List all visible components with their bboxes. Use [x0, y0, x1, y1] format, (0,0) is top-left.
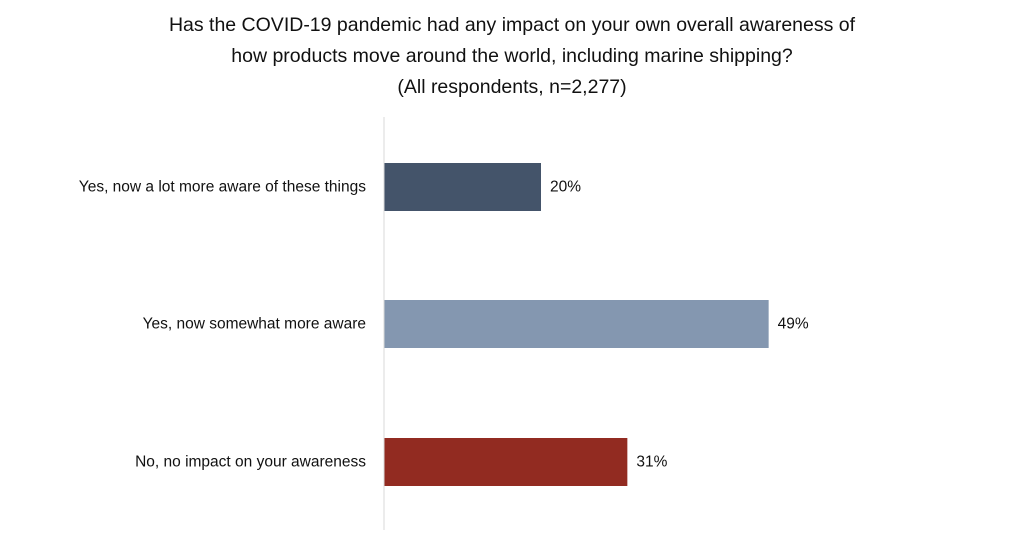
data-label: 31%: [636, 454, 667, 471]
category-label: No, no impact on your awareness: [135, 454, 366, 471]
bar: [384, 438, 628, 486]
chart-title-line-1: Has the COVID-19 pandemic had any impact…: [168, 14, 856, 36]
category-label: Yes, now somewhat more aware: [143, 316, 366, 333]
chart-title-line-3: (All respondents, n=2,277): [397, 76, 627, 98]
chart-title: Has the COVID-19 pandemic had any impact…: [0, 10, 1024, 103]
category-label: Yes, now a lot more aware of these thing…: [79, 179, 366, 196]
data-label: 20%: [550, 179, 581, 196]
bar: [384, 163, 541, 211]
data-label: 49%: [778, 316, 809, 333]
bar: [384, 300, 769, 348]
chart-title-line-2: how products move around the world, incl…: [231, 45, 793, 67]
bars-layer: Yes, now a lot more aware of these thing…: [79, 163, 809, 486]
